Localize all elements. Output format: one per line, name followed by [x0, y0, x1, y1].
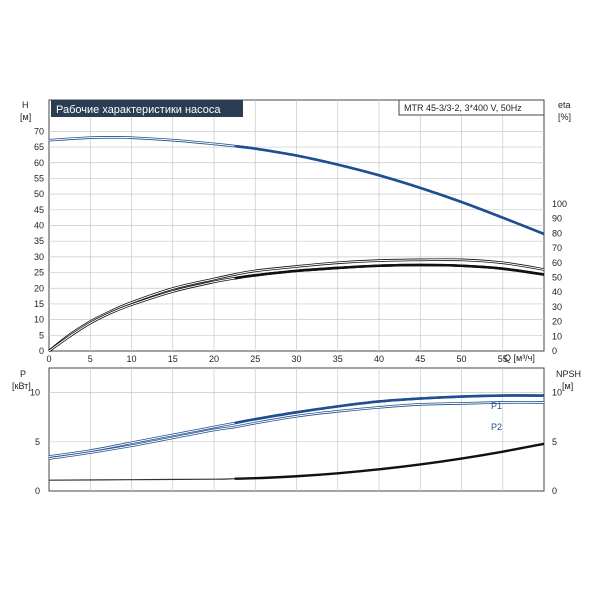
y-left-tick-label: 5 — [39, 330, 44, 340]
npsh-curve-line-operating — [234, 442, 545, 480]
x-tick-label: 45 — [415, 354, 425, 364]
x-tick-label: 30 — [291, 354, 301, 364]
y-left-label-lower: P — [20, 369, 26, 379]
series-label-p2: P2 — [491, 422, 502, 432]
x-tick-label: 20 — [209, 354, 219, 364]
y-left-tick-label: 0 — [39, 346, 44, 356]
x-tick-label: 55 — [498, 354, 508, 364]
y-left-tick-label-lower: 0 — [35, 486, 40, 496]
y-left-tick-label: 20 — [34, 283, 44, 293]
y-right-tick-label: 60 — [552, 258, 562, 268]
y-right-tick-label: 10 — [552, 331, 562, 341]
y-left-tick-label: 70 — [34, 126, 44, 136]
x-tick-label: 40 — [374, 354, 384, 364]
p1-curve-line-operating — [234, 394, 545, 425]
x-tick-label: 50 — [456, 354, 466, 364]
y-left-tick-label: 25 — [34, 268, 44, 278]
y-right-tick-label: 20 — [552, 317, 562, 327]
y-left-tick-label: 40 — [34, 221, 44, 231]
eta-curve-2-line-operating — [234, 263, 545, 280]
y-right-tick-label: 40 — [552, 287, 562, 297]
y-left-tick-label: 30 — [34, 252, 44, 262]
y-left-tick-label: 35 — [34, 236, 44, 246]
x-tick-label: 5 — [88, 354, 93, 364]
y-left-tick-label: 50 — [34, 189, 44, 199]
y-right-unit-lower: [м] — [562, 381, 573, 391]
y-right-unit-upper: [%] — [558, 112, 571, 122]
y-left-tick-label-lower: 5 — [35, 437, 40, 447]
y-right-tick-label-lower: 5 — [552, 437, 557, 447]
x-tick-label: 25 — [250, 354, 260, 364]
y-right-tick-label: 0 — [552, 346, 557, 356]
y-left-tick-label: 15 — [34, 299, 44, 309]
y-right-tick-label: 30 — [552, 302, 562, 312]
x-tick-label: 10 — [126, 354, 136, 364]
h-curve-line-operating — [234, 144, 545, 236]
y-left-tick-label: 45 — [34, 205, 44, 215]
y-left-tick-label: 65 — [34, 142, 44, 152]
y-right-tick-label: 70 — [552, 243, 562, 253]
chart-title-box — [51, 100, 243, 117]
x-tick-label: 35 — [333, 354, 343, 364]
model-label: MTR 45-3/3-2, 3*400 V, 50Hz — [404, 103, 522, 113]
y-right-label-lower: NPSH — [556, 369, 581, 379]
series-label-p1: P1 — [491, 401, 502, 411]
upper-tick-labels: 0 5 10 15 20 25 30 35 40 45 50 55 0 5 10 15 20 25 30 35 40 45… — [34, 126, 567, 364]
lower-tick-labels: 0 5 10 0 5 10 — [30, 388, 562, 496]
y-left-label-upper: H — [22, 100, 29, 110]
y-left-tick-label-lower: 10 — [30, 388, 40, 398]
upper-series — [48, 136, 545, 353]
y-right-tick-label: 50 — [552, 273, 562, 283]
y-left-tick-label: 10 — [34, 315, 44, 325]
y-left-unit-upper: [м] — [20, 112, 31, 122]
y-right-tick-label-lower: 0 — [552, 486, 557, 496]
p2-curve-line-inner — [48, 401, 545, 460]
y-right-tick-label-lower: 10 — [552, 388, 562, 398]
y-left-unit-lower: [кВт] — [12, 381, 31, 391]
x-axis-label: Q [м³/ч] — [504, 353, 535, 363]
chart-title: Рабочие характеристики насоса — [56, 104, 221, 116]
x-tick-label: 0 — [46, 354, 51, 364]
model-label-box — [398, 99, 545, 116]
lower-series — [48, 394, 545, 481]
y-right-label-upper: eta — [558, 100, 571, 110]
y-left-tick-label: 60 — [34, 158, 44, 168]
y-right-tick-label: 90 — [552, 214, 562, 224]
x-tick-label: 15 — [168, 354, 178, 364]
y-right-tick-label: 100 — [552, 199, 567, 209]
y-left-tick-label: 55 — [34, 173, 44, 183]
y-right-tick-label: 80 — [552, 228, 562, 238]
